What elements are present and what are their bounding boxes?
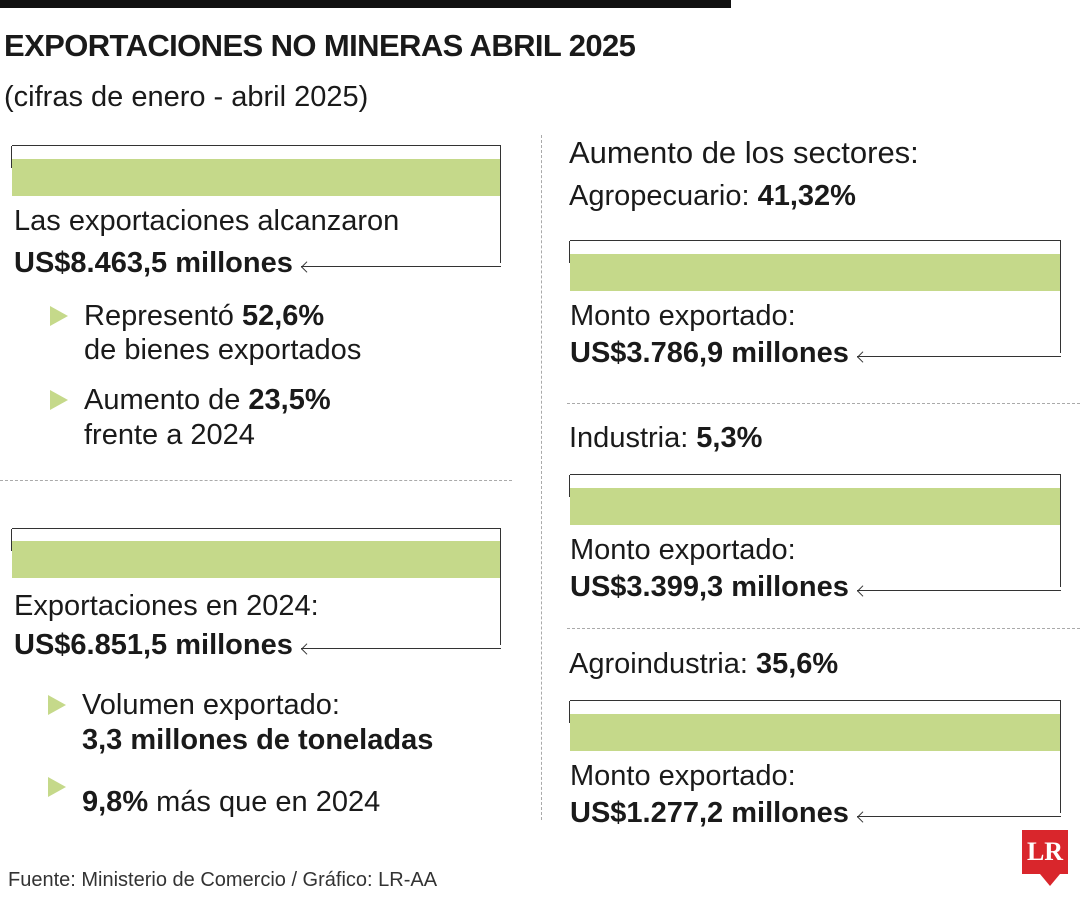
bar (12, 541, 500, 578)
value: US$8.463,5 millones (14, 247, 293, 279)
point-rest: frente a 2024 (84, 419, 255, 451)
sector-pct: 5,3% (696, 422, 763, 454)
label: Monto exportado: (570, 760, 796, 792)
bar (570, 254, 1060, 291)
bullet (48, 695, 66, 715)
sector-pct: 41,32% (757, 180, 856, 212)
subtitle: (cifras de enero - abril 2025) (4, 81, 369, 113)
label: Las exportaciones alcanzaron (14, 205, 400, 237)
sector-name: Agroindustria: (569, 648, 748, 680)
sector-name: Agropecuario: (569, 180, 750, 212)
sector-pct: 35,6% (755, 648, 839, 680)
sector-name: Industria: (569, 422, 689, 454)
bar (570, 714, 1060, 751)
bullet (50, 390, 68, 410)
sector: Agroindustria: 35,6% (569, 647, 838, 681)
previous-card: Exportaciones en 2024: US$6.851,5 millon… (11, 528, 501, 661)
leader (856, 589, 1061, 591)
text: más que en 2024 (156, 786, 381, 818)
value: US$3.399,3 millones (570, 571, 849, 603)
separator (567, 628, 1080, 629)
sector-card: Monto exportado: US$3.786,9 millones (569, 240, 1061, 369)
sector: Agropecuario: 41,32% (569, 179, 856, 213)
label: Monto exportado: (570, 300, 796, 332)
sector: Industria: 5,3% (569, 421, 762, 455)
text: Aumento de (84, 384, 241, 416)
value: US$6.851,5 millones (14, 629, 293, 661)
volume-value: 3,3 millones de toneladas (82, 724, 434, 756)
separator (0, 480, 512, 481)
bullet (48, 777, 66, 797)
leader (300, 265, 501, 267)
logo: LR (1022, 830, 1068, 874)
volume-text: Volumen exportado: (82, 689, 340, 721)
bar (570, 488, 1060, 525)
bullet (50, 306, 68, 326)
sector-card: Monto exportado: US$1.277,2 millones (569, 700, 1061, 829)
point-rest: de bienes exportados (84, 334, 362, 366)
label: Exportaciones en 2024: (14, 590, 319, 622)
bar (12, 159, 500, 196)
title: EXPORTACIONES NO MINERAS ABRIL 2025 (4, 28, 636, 63)
text: Representó (84, 300, 234, 332)
source: Fuente: Ministerio de Comercio / Gráfico… (8, 869, 438, 891)
bold: 9,8% (82, 786, 149, 818)
point: Representó 52,6% (84, 299, 324, 333)
point: Aumento de 23,5% (84, 383, 331, 417)
sector-card: Monto exportado: US$3.399,3 millones (569, 474, 1061, 603)
value: US$1.277,2 millones (570, 797, 849, 829)
leader (856, 815, 1061, 817)
bold: 52,6% (241, 300, 325, 332)
top-rule (0, 0, 731, 8)
logo-tail (1040, 874, 1060, 886)
growth: 9,8% más que en 2024 (82, 785, 380, 819)
label: Monto exportado: (570, 534, 796, 566)
heading: Aumento de los sectores: (569, 135, 919, 170)
leader (300, 647, 501, 649)
leader (856, 355, 1061, 357)
divider (541, 135, 542, 820)
value: US$3.786,9 millones (570, 337, 849, 369)
total-card: Las exportaciones alcanzaron US$8.463,5 … (11, 145, 501, 279)
bold: 23,5% (248, 384, 331, 416)
separator (567, 403, 1080, 404)
